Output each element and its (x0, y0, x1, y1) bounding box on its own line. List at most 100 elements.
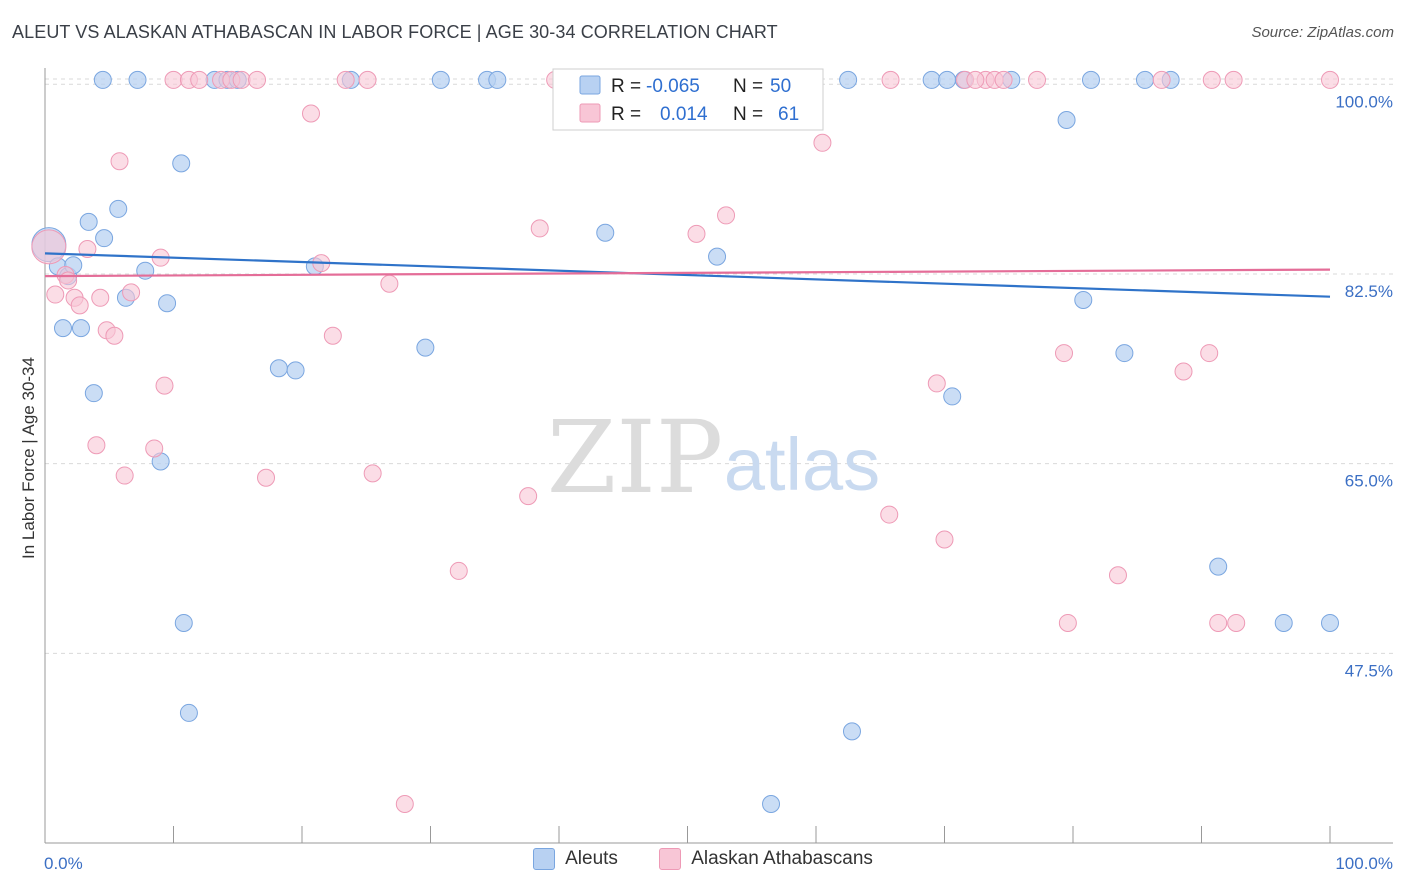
aleut-point (174, 613, 193, 632)
aleut-point (79, 212, 98, 231)
athabascan-point (1224, 70, 1243, 89)
legend-label-athabascans: Alaskan Athabascans (691, 848, 873, 869)
athabascan-point (449, 561, 468, 580)
athabascan-point (881, 70, 900, 89)
athabascan-point (1108, 566, 1127, 585)
aleut-point (416, 338, 435, 357)
source-label: Source: ZipAtlas.com (1251, 24, 1394, 41)
athabascan-point (395, 794, 414, 813)
stats-r-value-aleut: -0.065 (646, 76, 700, 97)
athabascan-point (1174, 362, 1193, 381)
aleut-point (842, 722, 861, 741)
athabascan-point (530, 219, 549, 238)
athabascan-point (164, 70, 183, 89)
aleut-point (1321, 613, 1339, 632)
x-tick-label-max: 100.0% (1335, 854, 1393, 873)
athabascan-point (1200, 344, 1219, 363)
athabascan-point (363, 464, 382, 483)
athabascan-point (78, 240, 97, 259)
axes: 47.5% 65.0% 82.5% 100.0% (44, 68, 1393, 844)
aleut-point (431, 70, 450, 89)
athabascan-point (190, 70, 209, 89)
aleut-point (708, 247, 727, 266)
athabascan-point (110, 152, 129, 171)
aleut-point (53, 319, 72, 338)
athabascan-point (323, 326, 342, 345)
athabascan-point (966, 70, 985, 89)
athabascan-point (1209, 613, 1228, 632)
aleut-point (269, 359, 288, 378)
stats-swatch-aleut (579, 75, 601, 95)
athabascan-point (358, 70, 377, 89)
aleut-point (158, 294, 177, 313)
aleut-point (179, 703, 198, 722)
athabascan-point (91, 288, 110, 307)
aleut-point (95, 229, 114, 248)
aleut-point (172, 154, 191, 173)
legend-item-athabascans[interactable]: Alaskan Athabascans (659, 848, 873, 870)
stats-box: R = -0.065 N = 50 R = 0.014 N = 61 (552, 68, 824, 131)
athabascan-point (1058, 613, 1077, 632)
legend-item-aleuts[interactable]: Aleuts (533, 848, 618, 870)
athabascan-point (813, 133, 832, 152)
trend-line-athabascans (44, 268, 1331, 278)
legend: Aleuts Alaskan Athabascans (0, 848, 1406, 876)
watermark-atlas: atlas (724, 423, 880, 506)
aleut-point (1057, 111, 1076, 130)
series-athabascans (31, 70, 1339, 813)
y-tick-label: 47.5% (1345, 661, 1393, 680)
aleut-point (71, 319, 90, 338)
athabascan-point (105, 326, 124, 345)
aleut-point (839, 70, 858, 89)
y-tick-label: 82.5% (1345, 282, 1393, 301)
athabascan-point (1055, 344, 1074, 363)
athabascan-point (1152, 70, 1171, 89)
aleut-point (488, 70, 507, 89)
aleut-point (1081, 70, 1100, 89)
aleut-point (93, 70, 112, 89)
stats-n-label-athabascan: N = (733, 104, 763, 125)
x-tick-label-min: 0.0% (44, 854, 83, 873)
athabascan-point (1202, 70, 1221, 89)
aleut-point (762, 794, 781, 813)
athabascan-point (380, 274, 399, 293)
athabascan-point (1227, 613, 1246, 632)
aleut-point (1115, 344, 1134, 363)
athabascan-point (46, 285, 65, 304)
aleut-point (1135, 70, 1154, 89)
athabascan-point (519, 487, 538, 506)
athabascan-point (87, 436, 106, 455)
aleut-point (128, 70, 147, 89)
athabascan-point (1028, 70, 1047, 89)
aleut-point (1274, 613, 1293, 632)
trend-lines (44, 252, 1331, 298)
legend-swatch-athabascans (659, 848, 682, 870)
y-tick-label: 100.0% (1335, 92, 1393, 111)
athabascan-point (248, 70, 267, 89)
athabascan-point (122, 283, 141, 302)
athabascan-point (301, 104, 320, 123)
legend-swatch-aleuts (533, 848, 556, 870)
stats-r-label-athabascan: R = (611, 104, 641, 125)
watermark-zip: ZIP (547, 399, 723, 516)
athabascan-point (155, 376, 174, 395)
aleut-point (596, 223, 615, 242)
athabascan-point (59, 271, 78, 290)
aleut-point (286, 361, 305, 380)
stats-n-value-aleut: 50 (770, 76, 791, 97)
athabascan-point (145, 439, 164, 458)
athabascan-point (1321, 70, 1339, 89)
y-tick-label: 65.0% (1345, 472, 1393, 491)
gridlines (45, 78, 1393, 654)
aleut-point (1209, 557, 1228, 576)
stats-n-value-athabascan: 61 (778, 104, 799, 125)
athabascan-point (880, 505, 899, 524)
aleut-point (1074, 290, 1093, 309)
watermark: ZIP atlas (547, 399, 880, 516)
aleut-point (84, 384, 103, 403)
athabascan-point (717, 206, 736, 225)
athabascan-point (927, 374, 946, 393)
athabascan-point (115, 466, 134, 485)
y-axis-label: In Labor Force | Age 30-34 (19, 357, 38, 559)
